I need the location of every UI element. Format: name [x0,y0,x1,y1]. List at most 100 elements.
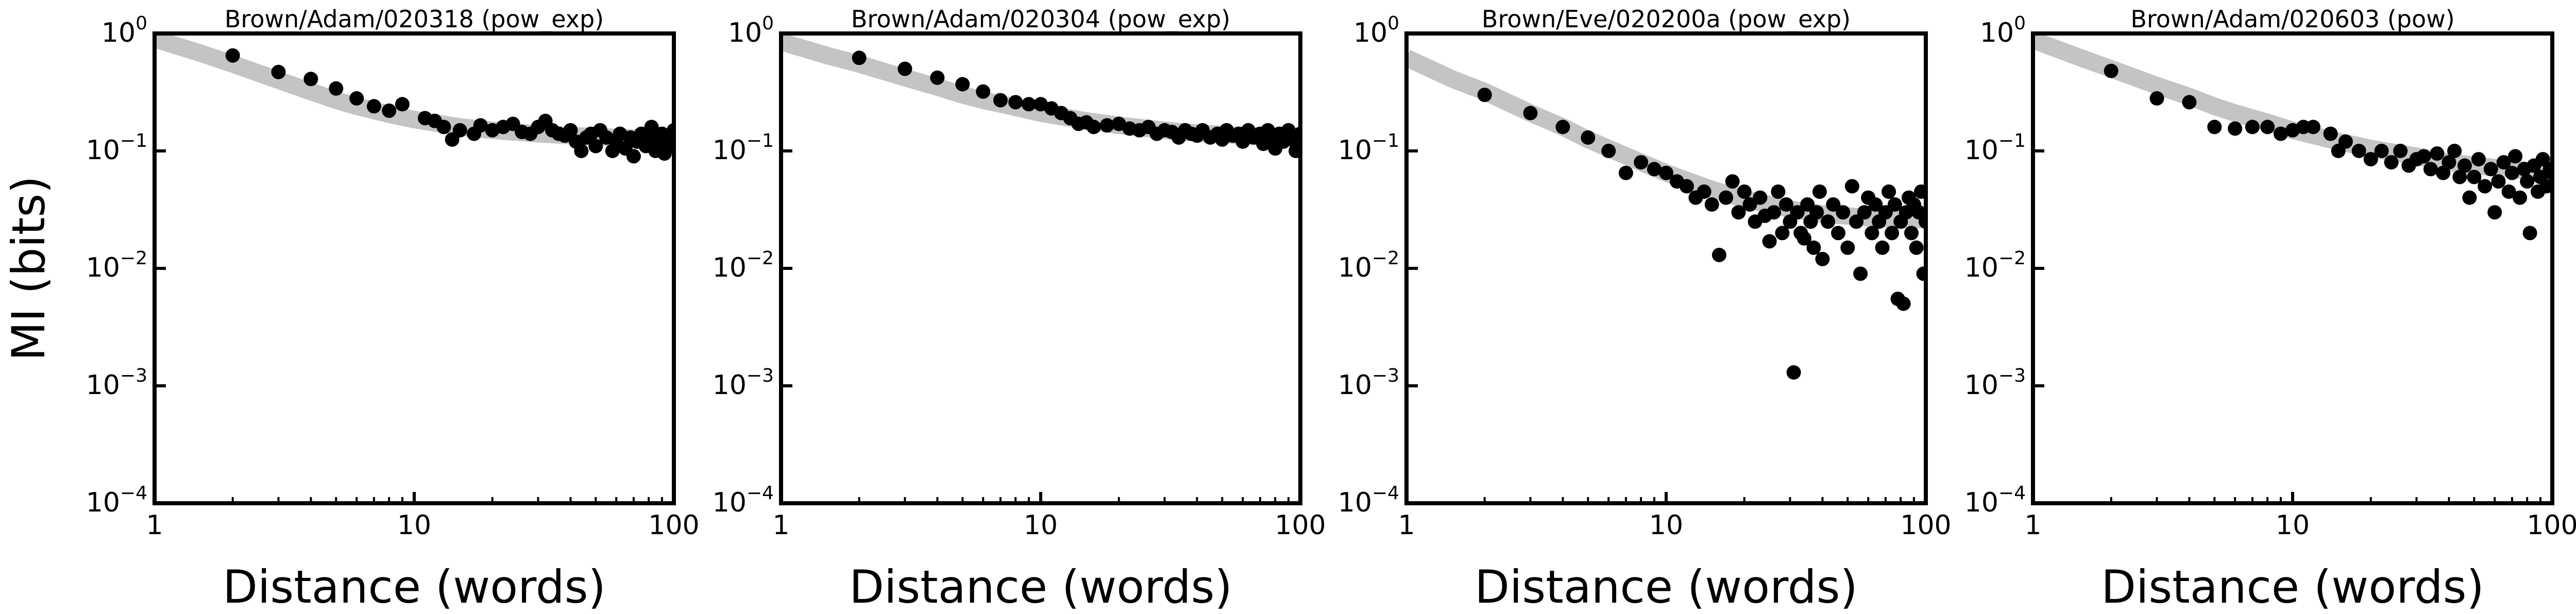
data-point [1779,197,1793,212]
data-point [436,120,451,134]
data-point [1840,240,1855,255]
x-tick-label: 100 [1275,510,1326,541]
data-point [2416,149,2431,164]
data-point [395,97,410,112]
x-tick-label: 1 [1398,510,1415,541]
data-point [2228,121,2243,136]
data-point [1826,197,1841,212]
y-tick-label: 10−3 [713,365,774,401]
data-point [976,84,991,99]
data-point [2535,152,2550,167]
data-point [852,50,867,65]
y-tick-label: 10−2 [1338,248,1399,283]
x-tick-label: 100 [1900,510,1951,541]
data-point [1697,184,1711,199]
data-point [2478,179,2493,194]
y-tick-label: 10−1 [86,130,147,166]
data-point [626,149,641,164]
data-point [1477,88,1492,103]
axes-frame [2031,31,2554,505]
x-axis-label: Distance (words) [849,560,1232,613]
y-tick-label: 10−4 [86,483,147,518]
x-tick-label: 10 [1649,510,1683,541]
y-tick-label: 10−4 [1338,483,1399,518]
y-tick-label: 10−1 [1338,130,1399,166]
data-point [2491,174,2506,189]
data-point [2323,126,2338,141]
data-point [1775,226,1790,241]
data-point [1812,184,1827,199]
data-point [1753,190,1768,205]
chart-panel-4: Brown/Adam/020603 (pow) 1 10 100 100 10−1 10−2… [1964,5,2576,613]
data-point [1711,248,1726,262]
data-point [1914,184,1926,199]
data-point [1865,226,1879,241]
fit-band [1406,49,1926,229]
data-point [1831,226,1845,241]
data-point [271,64,286,79]
chart-panel-2: Brown/Adam/020304 (pow_exp) 1 10 100 100 10−1… [713,5,1326,613]
data-point [2504,165,2519,180]
data-point [382,103,397,118]
data-point [2471,152,2486,167]
data-point [2104,63,2119,78]
x-axis-label: Distance (words) [223,560,606,613]
axes-frame [152,31,676,505]
y-tick-label: 10−2 [713,248,774,283]
data-point [2467,169,2482,184]
data-point [1704,197,1719,212]
data-point [2430,146,2445,161]
y-tick-label: 10−2 [1964,248,2026,283]
data-point [1725,174,1740,189]
y-tick-label: 10−1 [1964,130,2026,166]
y-tick-label: 100 [1980,13,2026,48]
data-point [2207,120,2222,134]
data-points [225,48,674,164]
y-tick-label: 10−3 [1338,365,1399,401]
data-point [2351,144,2366,158]
data-point [2462,190,2477,205]
data-point [1885,226,1900,241]
data-point [1790,205,1805,220]
x-tick-label: 10 [2276,510,2310,541]
data-point [574,144,589,158]
data-point [2436,165,2451,180]
chart-title: Brown/Adam/020304 (pow_exp) [851,5,1230,33]
y-axis-label: MI (bits) [2,176,55,361]
chart-title: Brown/Adam/020318 (pow_exp) [225,5,604,33]
data-point [563,123,578,138]
data-point [1719,190,1734,205]
data-point [1289,144,1300,158]
data-point [349,91,364,106]
data-point [1086,120,1101,134]
data-point [1762,234,1777,249]
data-point [1647,162,1662,177]
data-point [303,72,318,87]
data-point [1909,240,1924,255]
data-point [2182,95,2197,110]
data-point [366,99,381,114]
x-tick-label: 1 [772,510,789,541]
data-point [1523,106,1538,121]
data-point [1555,120,1570,134]
data-point [1618,165,1633,180]
data-point [1857,205,1872,220]
chart-title: Brown/Adam/020603 (pow) [2130,5,2454,33]
y-tick-label: 100 [101,13,147,48]
data-point [2483,162,2498,177]
data-point [1737,184,1752,199]
data-point [2374,144,2389,158]
y-tick-label: 100 [1353,13,1399,48]
data-point [1659,165,1673,180]
data-point [2423,162,2438,177]
x-tick-label: 10 [397,510,431,541]
data-point [588,139,603,154]
x-axis-label: Distance (words) [2101,560,2484,613]
data-point [1797,231,1811,246]
data-point [2458,158,2472,173]
chart-panel-3: Brown/Eve/020200a (pow_exp) 1 10 100 100 10−1… [1338,5,1952,613]
data-point [1099,118,1114,133]
data-point [1771,184,1786,199]
data-point [1844,179,1859,194]
